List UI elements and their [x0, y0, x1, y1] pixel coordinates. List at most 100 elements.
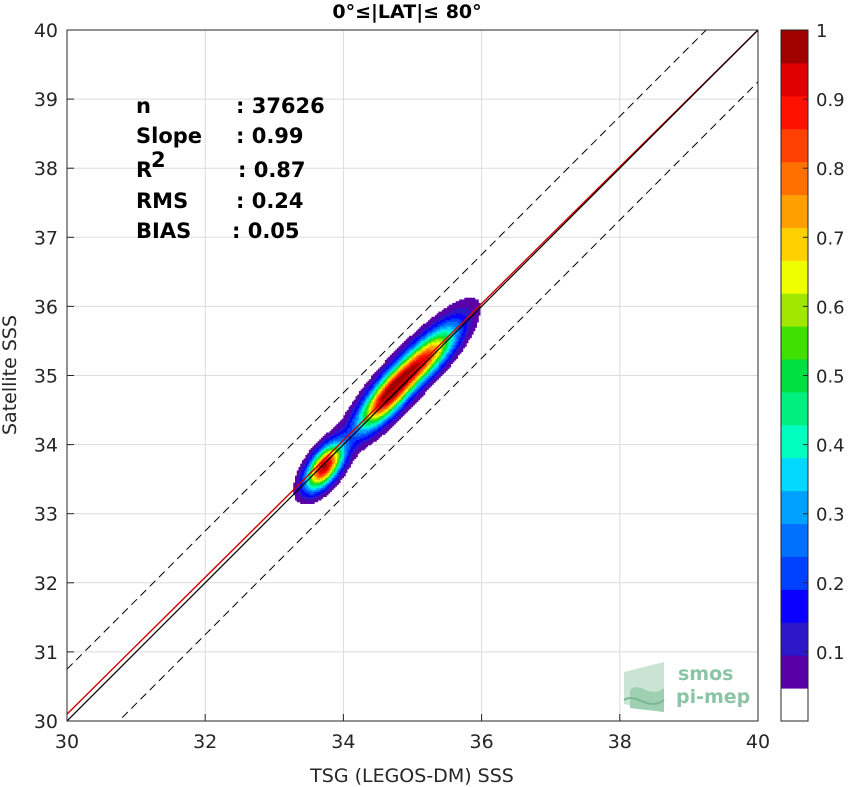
density-cell — [391, 410, 395, 413]
density-cell — [441, 325, 445, 328]
density-cell — [360, 422, 364, 425]
density-cell — [390, 418, 393, 422]
density-cell — [400, 401, 403, 404]
density-cell — [471, 320, 474, 323]
density-cell — [303, 475, 306, 479]
density-cell — [376, 411, 379, 415]
density-cell — [372, 377, 376, 380]
density-cell — [377, 375, 381, 378]
density-cell — [445, 334, 448, 337]
density-cell — [305, 489, 308, 492]
density-cell — [346, 410, 350, 413]
density-cell — [391, 353, 395, 356]
density-cell — [350, 404, 353, 408]
density-cell — [372, 382, 376, 385]
density-cell — [329, 444, 332, 447]
density-cell — [407, 344, 410, 347]
density-cell — [400, 373, 403, 377]
density-cell — [445, 365, 448, 368]
density-cell — [434, 377, 438, 380]
density-cell — [319, 496, 322, 499]
density-cell — [428, 342, 431, 346]
density-cell — [402, 347, 405, 351]
density-cell — [438, 375, 441, 378]
density-cell — [426, 363, 429, 366]
density-cell — [431, 318, 434, 321]
density-cell — [379, 378, 383, 382]
density-cell — [434, 327, 438, 330]
density-cell — [369, 394, 372, 397]
density-cell — [407, 358, 410, 361]
density-cell — [379, 372, 383, 375]
density-cell — [336, 458, 339, 461]
density-cell — [371, 434, 374, 437]
density-cell — [409, 361, 412, 365]
density-cell — [372, 384, 376, 387]
density-cell — [346, 441, 350, 444]
density-cell — [384, 404, 388, 408]
density-cell — [459, 344, 462, 347]
density-cell — [466, 306, 469, 309]
density-cell — [398, 416, 402, 420]
density-cell — [319, 446, 322, 449]
density-cell — [377, 373, 381, 377]
density-cell — [365, 408, 369, 411]
density-cell — [376, 394, 379, 397]
density-cell — [476, 315, 479, 318]
density-cell — [448, 335, 452, 339]
density-cell — [450, 354, 453, 358]
density-cell — [329, 484, 332, 487]
density-cell — [353, 439, 357, 442]
density-cell — [329, 453, 332, 456]
density-cell — [400, 410, 403, 413]
density-cell — [312, 472, 315, 475]
density-cell — [450, 304, 453, 307]
density-cell — [386, 384, 389, 387]
density-cell — [402, 406, 405, 409]
density-cell — [414, 370, 417, 373]
density-cell — [339, 458, 343, 461]
density-cell — [476, 302, 479, 306]
density-cell — [434, 318, 438, 321]
density-cell — [395, 408, 398, 411]
density-cell — [400, 363, 403, 366]
density-cell — [377, 387, 381, 390]
stat-value: : 0.87 — [238, 158, 306, 182]
density-cell — [407, 389, 410, 392]
density-cell — [336, 430, 339, 434]
density-cell — [310, 463, 313, 466]
density-cell — [358, 430, 362, 434]
density-cell — [386, 382, 389, 385]
density-cell — [352, 418, 355, 422]
density-cell — [355, 397, 358, 401]
density-cell — [410, 377, 414, 380]
density-cell — [428, 359, 431, 363]
density-cell — [367, 406, 370, 409]
density-cell — [364, 391, 367, 394]
density-cell — [329, 472, 332, 475]
density-cell — [384, 420, 388, 423]
density-cell — [409, 340, 412, 344]
density-cell — [353, 399, 357, 403]
density-cell — [395, 394, 398, 397]
density-cell — [339, 465, 343, 468]
density-cell — [386, 413, 389, 416]
density-cell — [320, 480, 324, 484]
density-cell — [305, 467, 308, 470]
density-cell — [331, 435, 334, 439]
density-cell — [352, 427, 355, 430]
density-cell — [433, 347, 436, 351]
density-cell — [371, 423, 374, 427]
density-cell — [433, 373, 436, 377]
density-cell — [400, 404, 403, 408]
density-cell — [374, 397, 377, 401]
density-cell — [410, 380, 414, 384]
density-cell — [379, 394, 383, 397]
density-cell — [381, 375, 384, 378]
density-cell — [322, 453, 325, 456]
density-cell — [400, 361, 403, 365]
density-cell — [360, 429, 364, 432]
density-cell — [320, 454, 324, 458]
density-cell — [466, 321, 469, 325]
density-cell — [327, 487, 331, 491]
